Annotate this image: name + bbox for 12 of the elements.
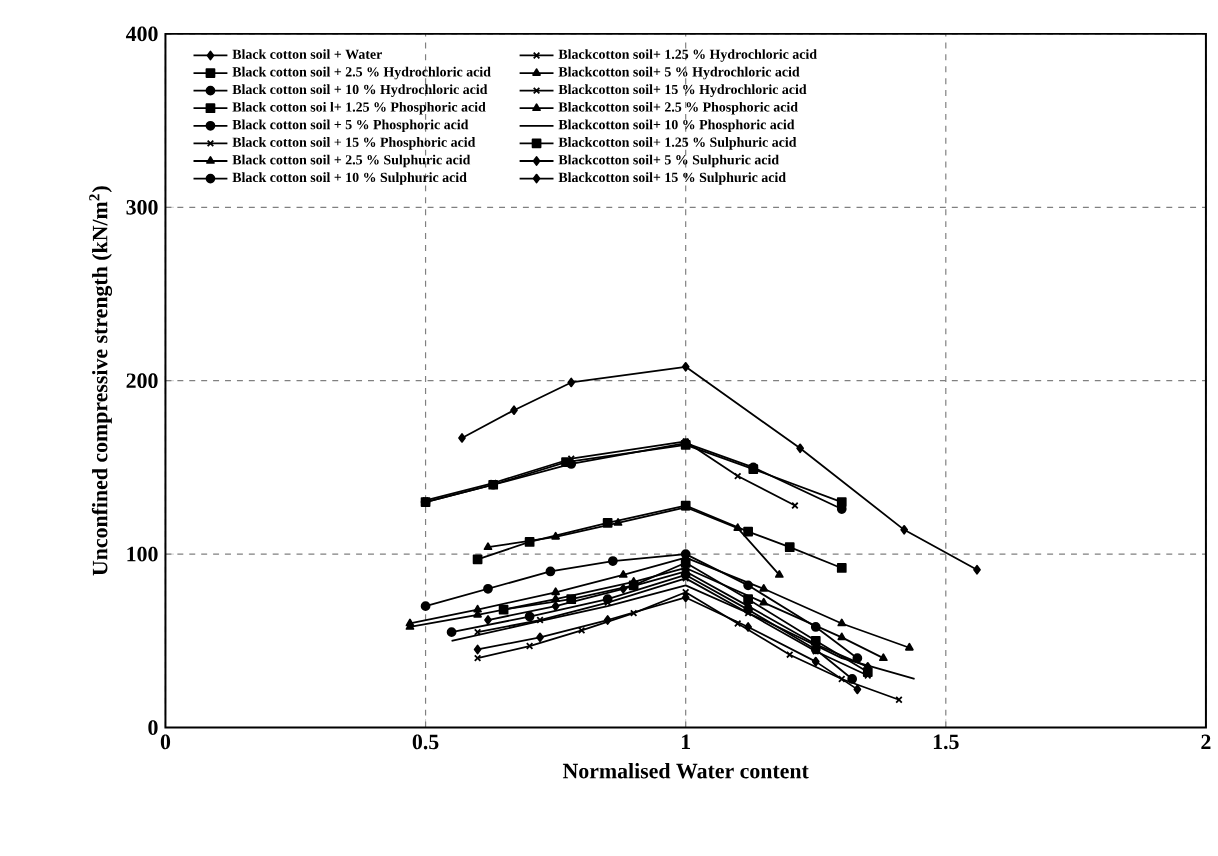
y-tick-label: 400 (125, 26, 158, 42)
x-tick-label: 2 (1201, 734, 1211, 750)
x-axis-title: Normalised Water content (562, 763, 809, 779)
x-tick-label: 1 (681, 734, 691, 750)
y-tick-label: 200 (126, 373, 158, 389)
y-tick-label: 100 (127, 547, 158, 562)
x-tick-label: 0.5 (412, 734, 439, 750)
y-tick-label: 300 (126, 200, 158, 216)
x-tick-label: 1.5 (933, 734, 959, 750)
text: Unconfined compressive strength (kN/m$^{2}$) (89, 186, 113, 576)
y-tick-label: 0 (148, 720, 158, 736)
x-tick-label: 0 (160, 734, 171, 750)
